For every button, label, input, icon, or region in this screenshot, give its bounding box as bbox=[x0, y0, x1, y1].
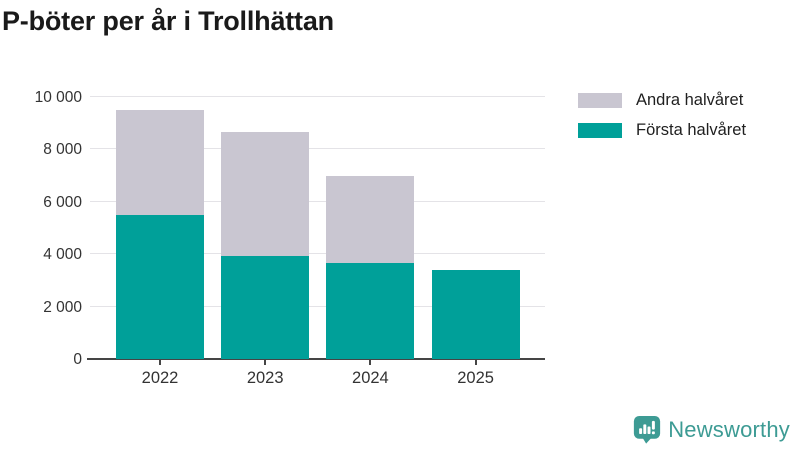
legend-label: Andra halvåret bbox=[636, 91, 744, 109]
gridline bbox=[90, 96, 545, 97]
gridline bbox=[90, 148, 545, 150]
newsworthy-logo: Newsworthy bbox=[633, 415, 790, 445]
plot-area bbox=[87, 96, 545, 365]
bar-segment-första-halvåret bbox=[116, 214, 204, 359]
bar-2025 bbox=[431, 269, 520, 359]
legend: Andra halvåret Första halvåret bbox=[578, 91, 746, 151]
bar-segment-andra-halvåret bbox=[116, 110, 204, 215]
x-axis-label: 2025 bbox=[457, 369, 494, 387]
legend-swatch bbox=[578, 123, 622, 138]
y-axis-label: 10 000 bbox=[34, 89, 82, 106]
bar-segment-första-halvåret bbox=[431, 269, 520, 359]
gridline bbox=[90, 305, 545, 307]
bar-chart-bubble-icon bbox=[634, 416, 661, 444]
bar-segment-första-halvåret bbox=[221, 255, 310, 359]
x-tick-mark bbox=[474, 359, 477, 365]
legend-item: Andra halvåret bbox=[578, 91, 746, 110]
bar-segment-andra-halvåret bbox=[221, 132, 310, 256]
legend-label: Första halvåret bbox=[636, 121, 747, 139]
x-axis-label: 2023 bbox=[246, 369, 284, 387]
x-axis-label: 2024 bbox=[352, 369, 389, 387]
y-axis-label: 2 000 bbox=[43, 298, 82, 316]
legend-swatch bbox=[578, 93, 622, 108]
y-axis-label: 0 bbox=[73, 351, 82, 368]
legend-item: Första halvåret bbox=[578, 121, 746, 140]
x-tick-mark bbox=[369, 359, 372, 365]
bar-2023 bbox=[221, 132, 310, 359]
bar-2024 bbox=[326, 175, 415, 359]
bar-segment-första-halvåret bbox=[326, 263, 415, 359]
y-axis-label: 6 000 bbox=[43, 193, 82, 211]
y-axis-label: 4 000 bbox=[43, 246, 82, 264]
gridline bbox=[90, 200, 545, 202]
bar-segment-andra-halvåret bbox=[326, 175, 415, 264]
logo-text: Newsworthy bbox=[668, 417, 790, 442]
y-axis-label: 8 000 bbox=[43, 141, 82, 159]
chart-title: P-böter per år i Trollhättan bbox=[2, 6, 334, 36]
x-axis-label: 2022 bbox=[141, 369, 179, 387]
x-tick-mark bbox=[159, 359, 161, 365]
x-axis-line bbox=[87, 358, 545, 360]
gridline bbox=[90, 253, 545, 255]
x-tick-mark bbox=[264, 359, 267, 365]
bar-2022 bbox=[116, 110, 204, 359]
